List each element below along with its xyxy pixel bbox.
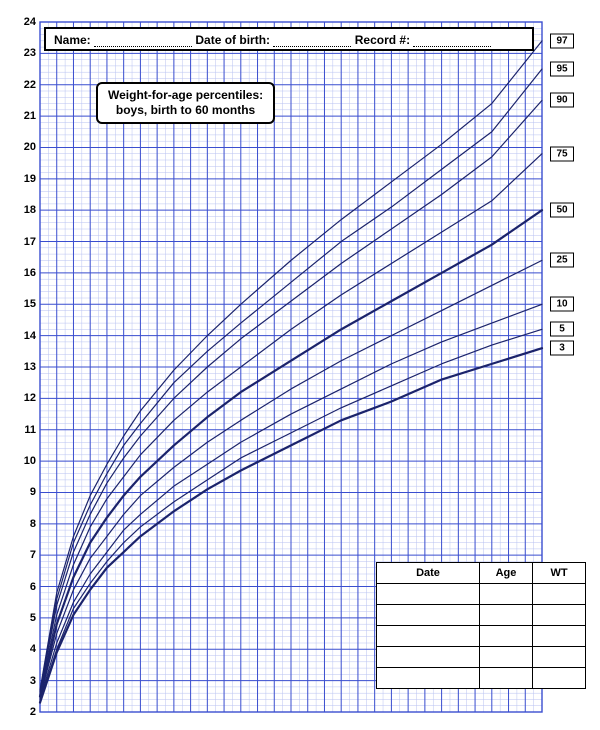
table-row bbox=[377, 668, 586, 689]
y-tick-label: 15 bbox=[12, 298, 36, 310]
table-row bbox=[377, 584, 586, 605]
growth-chart: Name: Date of birth: Record #: Weight-fo… bbox=[0, 0, 600, 730]
table-header: Age bbox=[480, 563, 533, 584]
record-line[interactable] bbox=[413, 34, 491, 47]
y-tick-label: 13 bbox=[12, 361, 36, 373]
y-tick-label: 8 bbox=[12, 518, 36, 530]
y-tick-label: 4 bbox=[12, 643, 36, 655]
table-cell[interactable] bbox=[533, 626, 586, 647]
table-cell[interactable] bbox=[533, 584, 586, 605]
title-line2: boys, birth to 60 months bbox=[116, 103, 255, 117]
table-cell[interactable] bbox=[377, 668, 480, 689]
y-tick-label: 23 bbox=[12, 47, 36, 59]
table-cell[interactable] bbox=[377, 584, 480, 605]
title-line1: Weight-for-age percentiles: bbox=[108, 88, 263, 102]
percentile-label-5: 5 bbox=[550, 322, 574, 337]
percentile-label-95: 95 bbox=[550, 62, 574, 77]
chart-title-box: Weight-for-age percentiles: boys, birth … bbox=[96, 82, 275, 124]
table-cell[interactable] bbox=[533, 668, 586, 689]
y-tick-label: 2 bbox=[12, 706, 36, 718]
y-tick-label: 7 bbox=[12, 549, 36, 561]
table-cell[interactable] bbox=[377, 605, 480, 626]
percentile-label-97: 97 bbox=[550, 33, 574, 48]
y-tick-label: 3 bbox=[12, 675, 36, 687]
percentile-label-90: 90 bbox=[550, 93, 574, 108]
table-cell[interactable] bbox=[480, 668, 533, 689]
table-cell[interactable] bbox=[480, 647, 533, 668]
y-tick-label: 17 bbox=[12, 236, 36, 248]
table-cell[interactable] bbox=[480, 605, 533, 626]
percentile-label-75: 75 bbox=[550, 146, 574, 161]
header-box: Name: Date of birth: Record #: bbox=[44, 27, 534, 51]
table-row bbox=[377, 605, 586, 626]
y-tick-label: 21 bbox=[12, 110, 36, 122]
percentile-label-10: 10 bbox=[550, 297, 574, 312]
table-row bbox=[377, 626, 586, 647]
y-tick-label: 6 bbox=[12, 581, 36, 593]
y-tick-label: 10 bbox=[12, 455, 36, 467]
y-tick-label: 18 bbox=[12, 204, 36, 216]
table-cell[interactable] bbox=[533, 605, 586, 626]
table-cell[interactable] bbox=[377, 626, 480, 647]
y-tick-label: 20 bbox=[12, 141, 36, 153]
table-header: WT bbox=[533, 563, 586, 584]
y-tick-label: 5 bbox=[12, 612, 36, 624]
name-line[interactable] bbox=[94, 34, 192, 47]
table-header: Date bbox=[377, 563, 480, 584]
y-tick-label: 19 bbox=[12, 173, 36, 185]
name-label: Name: bbox=[54, 33, 91, 47]
percentile-label-50: 50 bbox=[550, 203, 574, 218]
percentile-label-25: 25 bbox=[550, 253, 574, 268]
record-label: Record #: bbox=[355, 33, 410, 47]
table-cell[interactable] bbox=[480, 584, 533, 605]
dob-line[interactable] bbox=[273, 34, 351, 47]
y-tick-label: 11 bbox=[12, 424, 36, 436]
y-tick-label: 12 bbox=[12, 392, 36, 404]
y-tick-label: 24 bbox=[12, 16, 36, 28]
y-tick-label: 9 bbox=[12, 486, 36, 498]
table-cell[interactable] bbox=[377, 647, 480, 668]
y-tick-label: 14 bbox=[12, 330, 36, 342]
y-tick-label: 22 bbox=[12, 79, 36, 91]
y-tick-label: 16 bbox=[12, 267, 36, 279]
table-row bbox=[377, 647, 586, 668]
table-cell[interactable] bbox=[533, 647, 586, 668]
dob-label: Date of birth: bbox=[195, 33, 270, 47]
table-cell[interactable] bbox=[480, 626, 533, 647]
percentile-label-3: 3 bbox=[550, 341, 574, 356]
data-entry-table: DateAgeWT bbox=[376, 562, 586, 689]
